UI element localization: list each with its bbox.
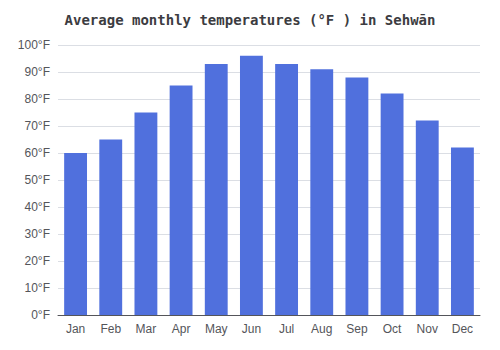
svg-text:40°F: 40°F [25,200,50,214]
svg-text:0°F: 0°F [31,308,50,322]
svg-text:Feb: Feb [100,322,121,336]
svg-text:May: May [205,322,228,336]
svg-text:Average monthly temperatures (: Average monthly temperatures (°F ) in Se… [65,12,436,28]
svg-text:10°F: 10°F [25,281,50,295]
svg-text:Oct: Oct [383,322,402,336]
svg-text:Aug: Aug [311,322,332,336]
svg-text:60°F: 60°F [25,146,50,160]
svg-text:Jan: Jan [66,322,85,336]
svg-text:80°F: 80°F [25,92,50,106]
svg-text:Mar: Mar [136,322,157,336]
svg-text:Sep: Sep [346,322,368,336]
svg-text:30°F: 30°F [25,227,50,241]
svg-text:Dec: Dec [452,322,473,336]
svg-text:90°F: 90°F [25,65,50,79]
svg-text:100°F: 100°F [18,38,50,52]
svg-text:Jul: Jul [279,322,294,336]
svg-text:Apr: Apr [172,322,191,336]
svg-text:20°F: 20°F [25,254,50,268]
svg-text:Jun: Jun [242,322,261,336]
svg-text:70°F: 70°F [25,119,50,133]
svg-text:50°F: 50°F [25,173,50,187]
svg-text:Nov: Nov [417,322,438,336]
